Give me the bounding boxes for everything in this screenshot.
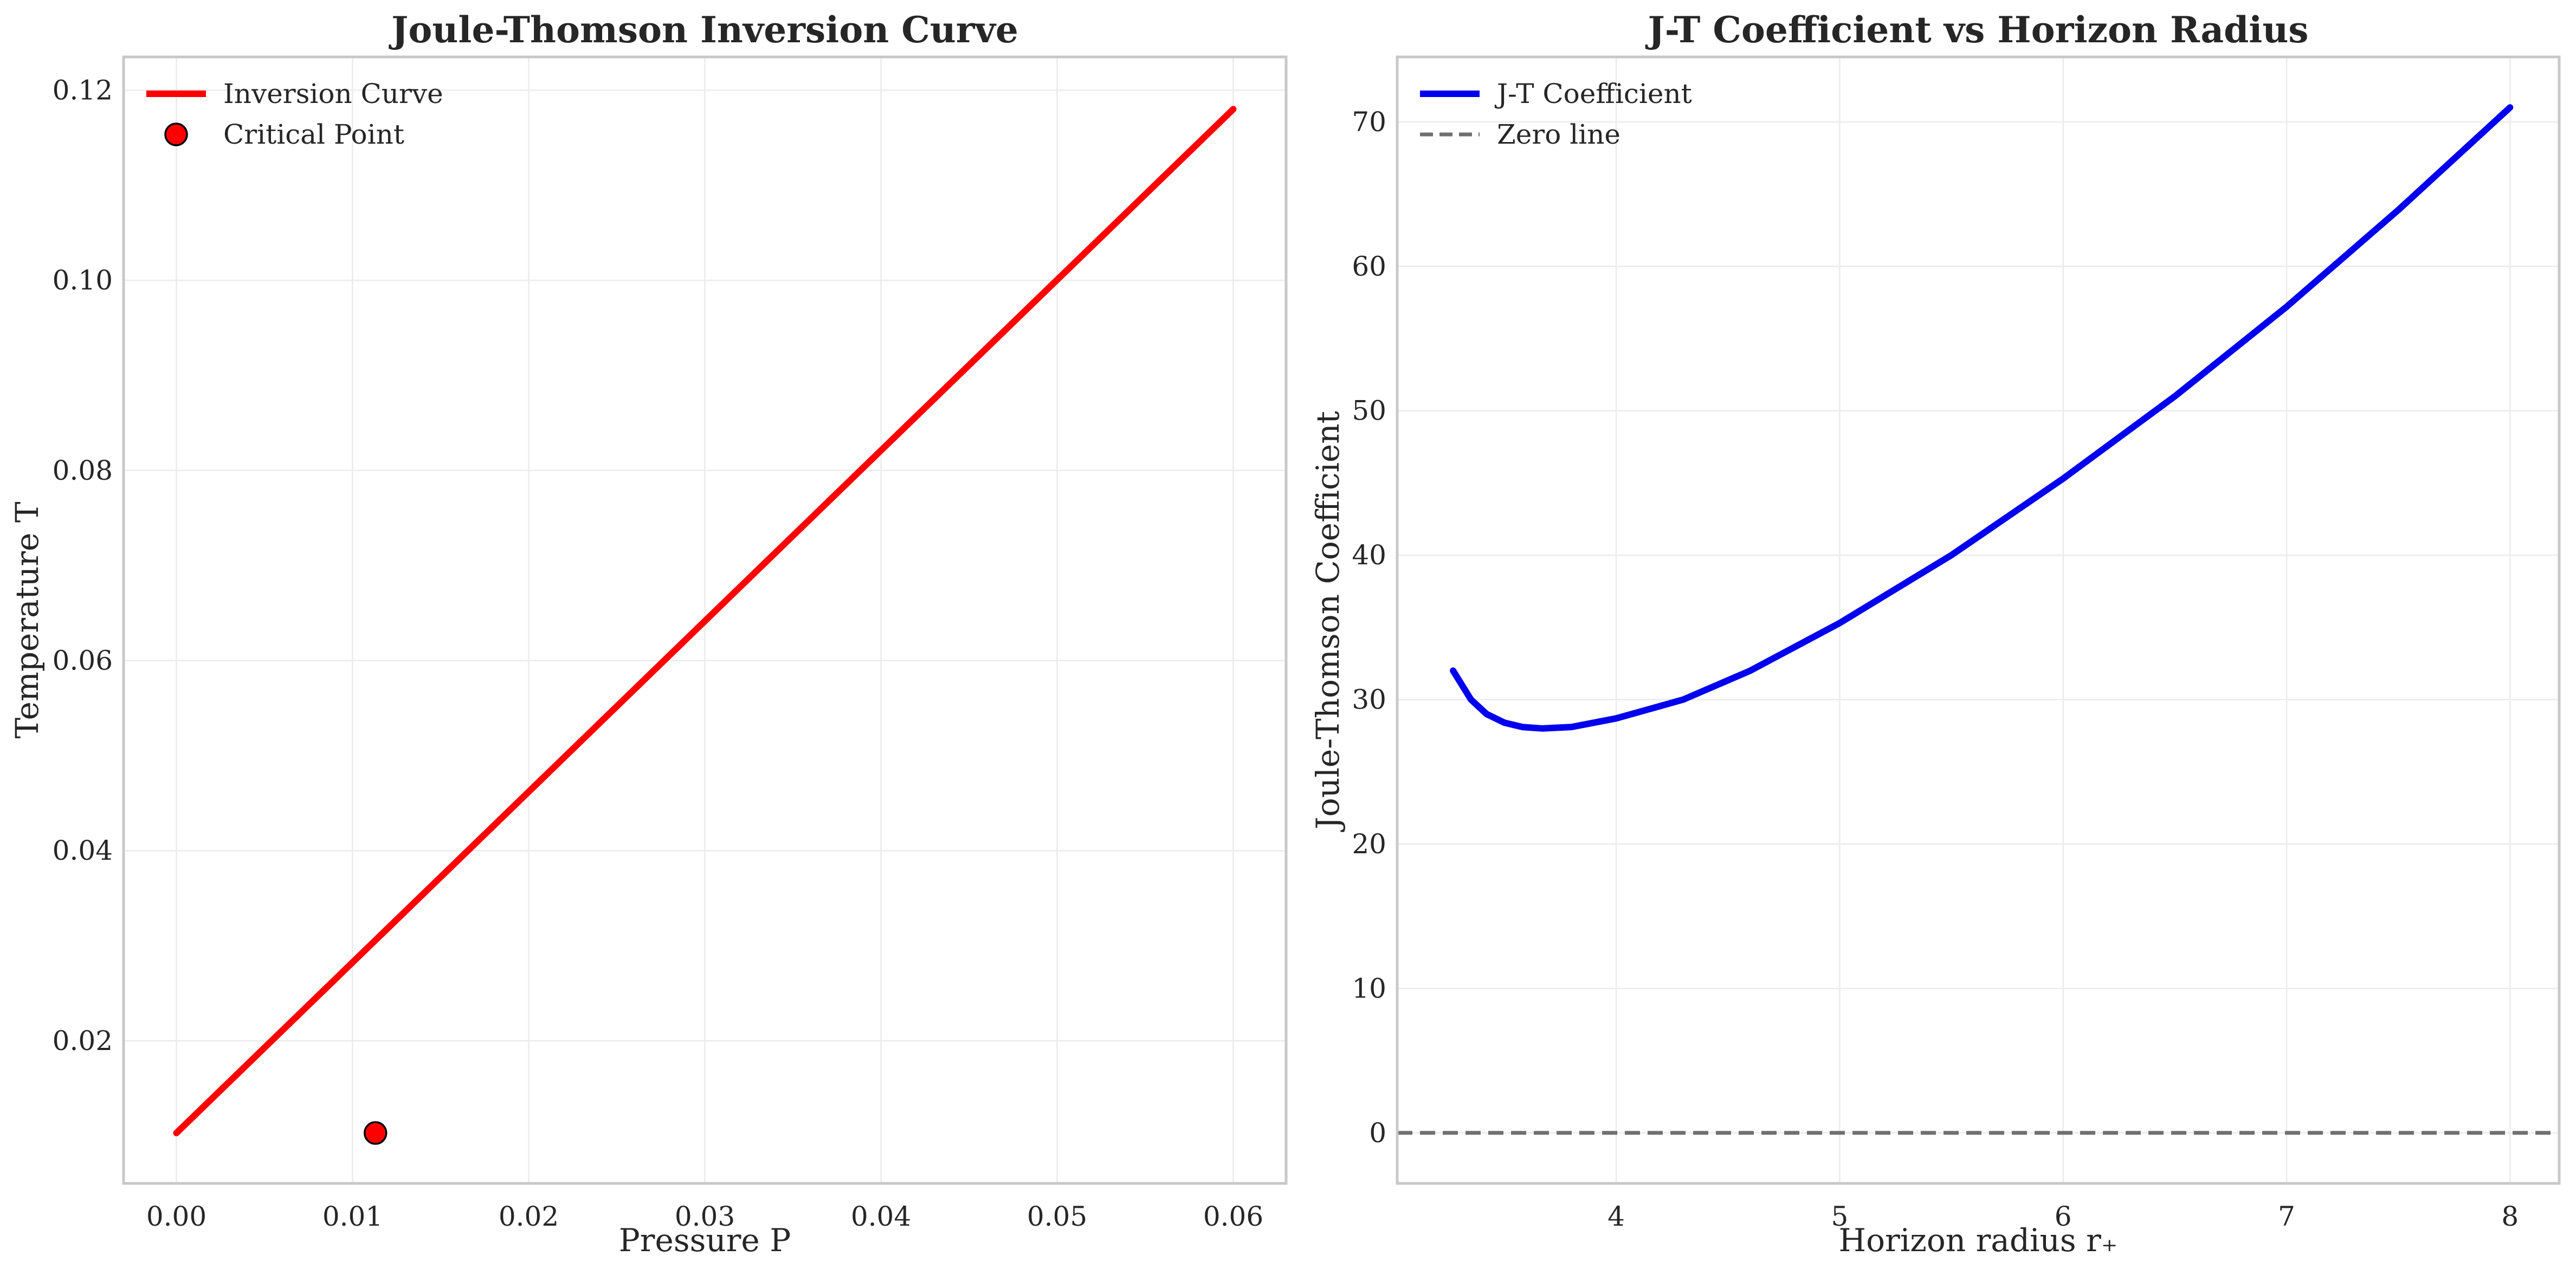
x-tick-label: 0.04 (851, 1201, 911, 1232)
x-tick-label: 5 (1831, 1201, 1848, 1232)
plot-area (1397, 104, 2559, 1135)
chart-title: Joule-Thomson Inversion Curve (389, 9, 1018, 51)
chart-title: J-T Coefficient vs Horizon Radius (1645, 9, 2309, 51)
x-axis-label: Pressure P (619, 1222, 791, 1259)
plot-area (173, 106, 1237, 1145)
legend-label: Zero line (1497, 119, 1621, 150)
y-tick-label: 0.10 (53, 265, 113, 296)
y-tick-label: 0.06 (53, 645, 113, 677)
subplot-1: 0.00 0.01 0.02 0.03 0.04 0.05 0.06 0.02 0.04 0.06… (9, 9, 1288, 1259)
axes-frame (1396, 55, 2561, 1185)
y-axis-label: Joule-Thomson Coefficient (1309, 411, 1346, 832)
legend-marker (164, 123, 188, 146)
legend: Inversion Curve Critical Point (146, 78, 443, 150)
y-axis-label: Temperature T (9, 501, 46, 738)
x-tick-label: 0.02 (499, 1201, 559, 1232)
critical-point-marker (364, 1121, 388, 1145)
x-axis-label: Horizon radius r₊ (1839, 1222, 2118, 1259)
x-tick-label: 0.06 (1203, 1201, 1263, 1232)
y-tick-label: 0.08 (53, 455, 113, 486)
y-tick-label: 0.02 (53, 1025, 113, 1057)
y-tick-label: 20 (1352, 828, 1386, 860)
series-line-1 (173, 106, 1237, 1137)
subplot-2: 4 5 6 7 8 0 10 20 30 40 50 60 70 J-T Coefficient vs H… (1309, 9, 2561, 1259)
y-tick-label: 0.04 (53, 835, 113, 866)
x-tick-label: 4 (1607, 1201, 1625, 1232)
x-tick-label: 0.05 (1027, 1201, 1087, 1232)
y-tick-label: 30 (1352, 684, 1386, 716)
legend: J-T Coefficient Zero line (1420, 78, 1692, 150)
legend-label: J-T Coefficient (1494, 78, 1692, 110)
x-tick-label: 0.01 (322, 1201, 383, 1232)
x-tick-label: 0.03 (675, 1201, 735, 1232)
x-tick-label: 0.00 (146, 1201, 206, 1232)
y-tick-label: 10 (1352, 973, 1386, 1004)
y-tick-label: 0 (1369, 1117, 1386, 1149)
axes-frame (122, 55, 1288, 1185)
y-tick-label: 50 (1352, 395, 1386, 427)
series-line-1 (1450, 104, 2514, 732)
y-tick-label: 60 (1352, 250, 1386, 282)
legend-label: Critical Point (223, 119, 404, 150)
x-tick-label: 8 (2501, 1201, 2519, 1232)
x-tick-label: 7 (2278, 1201, 2295, 1232)
x-tick-label: 6 (2055, 1201, 2072, 1232)
y-tick-label: 40 (1352, 539, 1386, 571)
y-tick-label: 70 (1352, 106, 1386, 138)
legend-label: Inversion Curve (223, 78, 443, 110)
y-tick-label: 0.12 (53, 74, 113, 106)
